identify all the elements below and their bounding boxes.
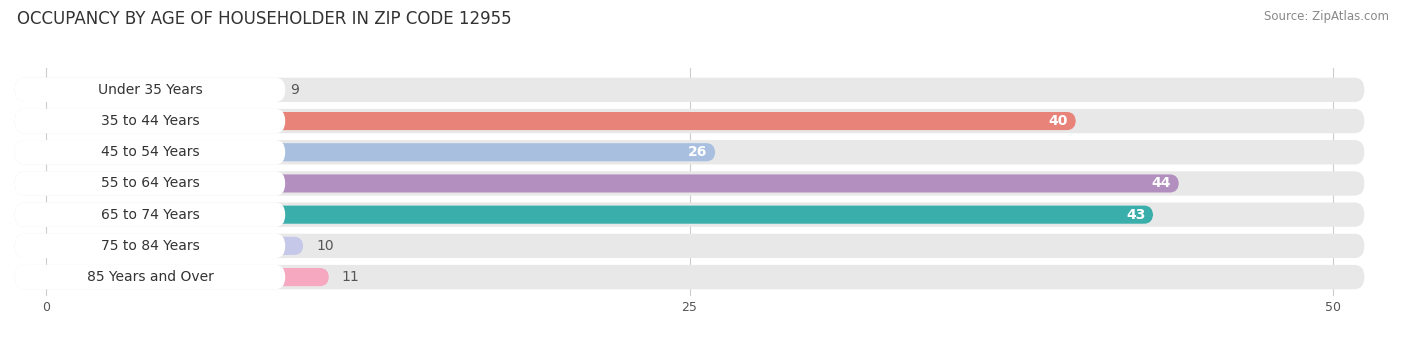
FancyBboxPatch shape [14, 265, 285, 289]
FancyBboxPatch shape [14, 203, 1364, 227]
FancyBboxPatch shape [14, 174, 1178, 192]
FancyBboxPatch shape [14, 171, 1364, 196]
Text: 35 to 44 Years: 35 to 44 Years [101, 114, 200, 128]
FancyBboxPatch shape [14, 143, 716, 161]
FancyBboxPatch shape [14, 265, 1364, 289]
FancyBboxPatch shape [14, 234, 1364, 258]
FancyBboxPatch shape [14, 78, 285, 102]
Text: Under 35 Years: Under 35 Years [97, 83, 202, 97]
Text: 75 to 84 Years: 75 to 84 Years [101, 239, 200, 253]
FancyBboxPatch shape [14, 237, 304, 255]
Text: 10: 10 [316, 239, 333, 253]
FancyBboxPatch shape [14, 109, 1364, 133]
FancyBboxPatch shape [14, 268, 329, 286]
FancyBboxPatch shape [14, 81, 277, 99]
FancyBboxPatch shape [14, 206, 1153, 224]
Text: 85 Years and Over: 85 Years and Over [87, 270, 214, 284]
Text: 45 to 54 Years: 45 to 54 Years [101, 145, 200, 159]
Text: 65 to 74 Years: 65 to 74 Years [101, 208, 200, 222]
Text: 40: 40 [1049, 114, 1069, 128]
FancyBboxPatch shape [14, 140, 285, 165]
Text: 11: 11 [342, 270, 360, 284]
FancyBboxPatch shape [14, 112, 1076, 130]
Text: Source: ZipAtlas.com: Source: ZipAtlas.com [1264, 10, 1389, 23]
FancyBboxPatch shape [14, 171, 285, 196]
FancyBboxPatch shape [14, 140, 1364, 165]
Text: 9: 9 [290, 83, 299, 97]
Text: 44: 44 [1152, 176, 1171, 190]
Text: OCCUPANCY BY AGE OF HOUSEHOLDER IN ZIP CODE 12955: OCCUPANCY BY AGE OF HOUSEHOLDER IN ZIP C… [17, 10, 512, 28]
Text: 55 to 64 Years: 55 to 64 Years [101, 176, 200, 190]
FancyBboxPatch shape [14, 234, 285, 258]
FancyBboxPatch shape [14, 203, 285, 227]
Text: 43: 43 [1126, 208, 1146, 222]
FancyBboxPatch shape [14, 109, 285, 133]
FancyBboxPatch shape [14, 78, 1364, 102]
Text: 26: 26 [688, 145, 707, 159]
